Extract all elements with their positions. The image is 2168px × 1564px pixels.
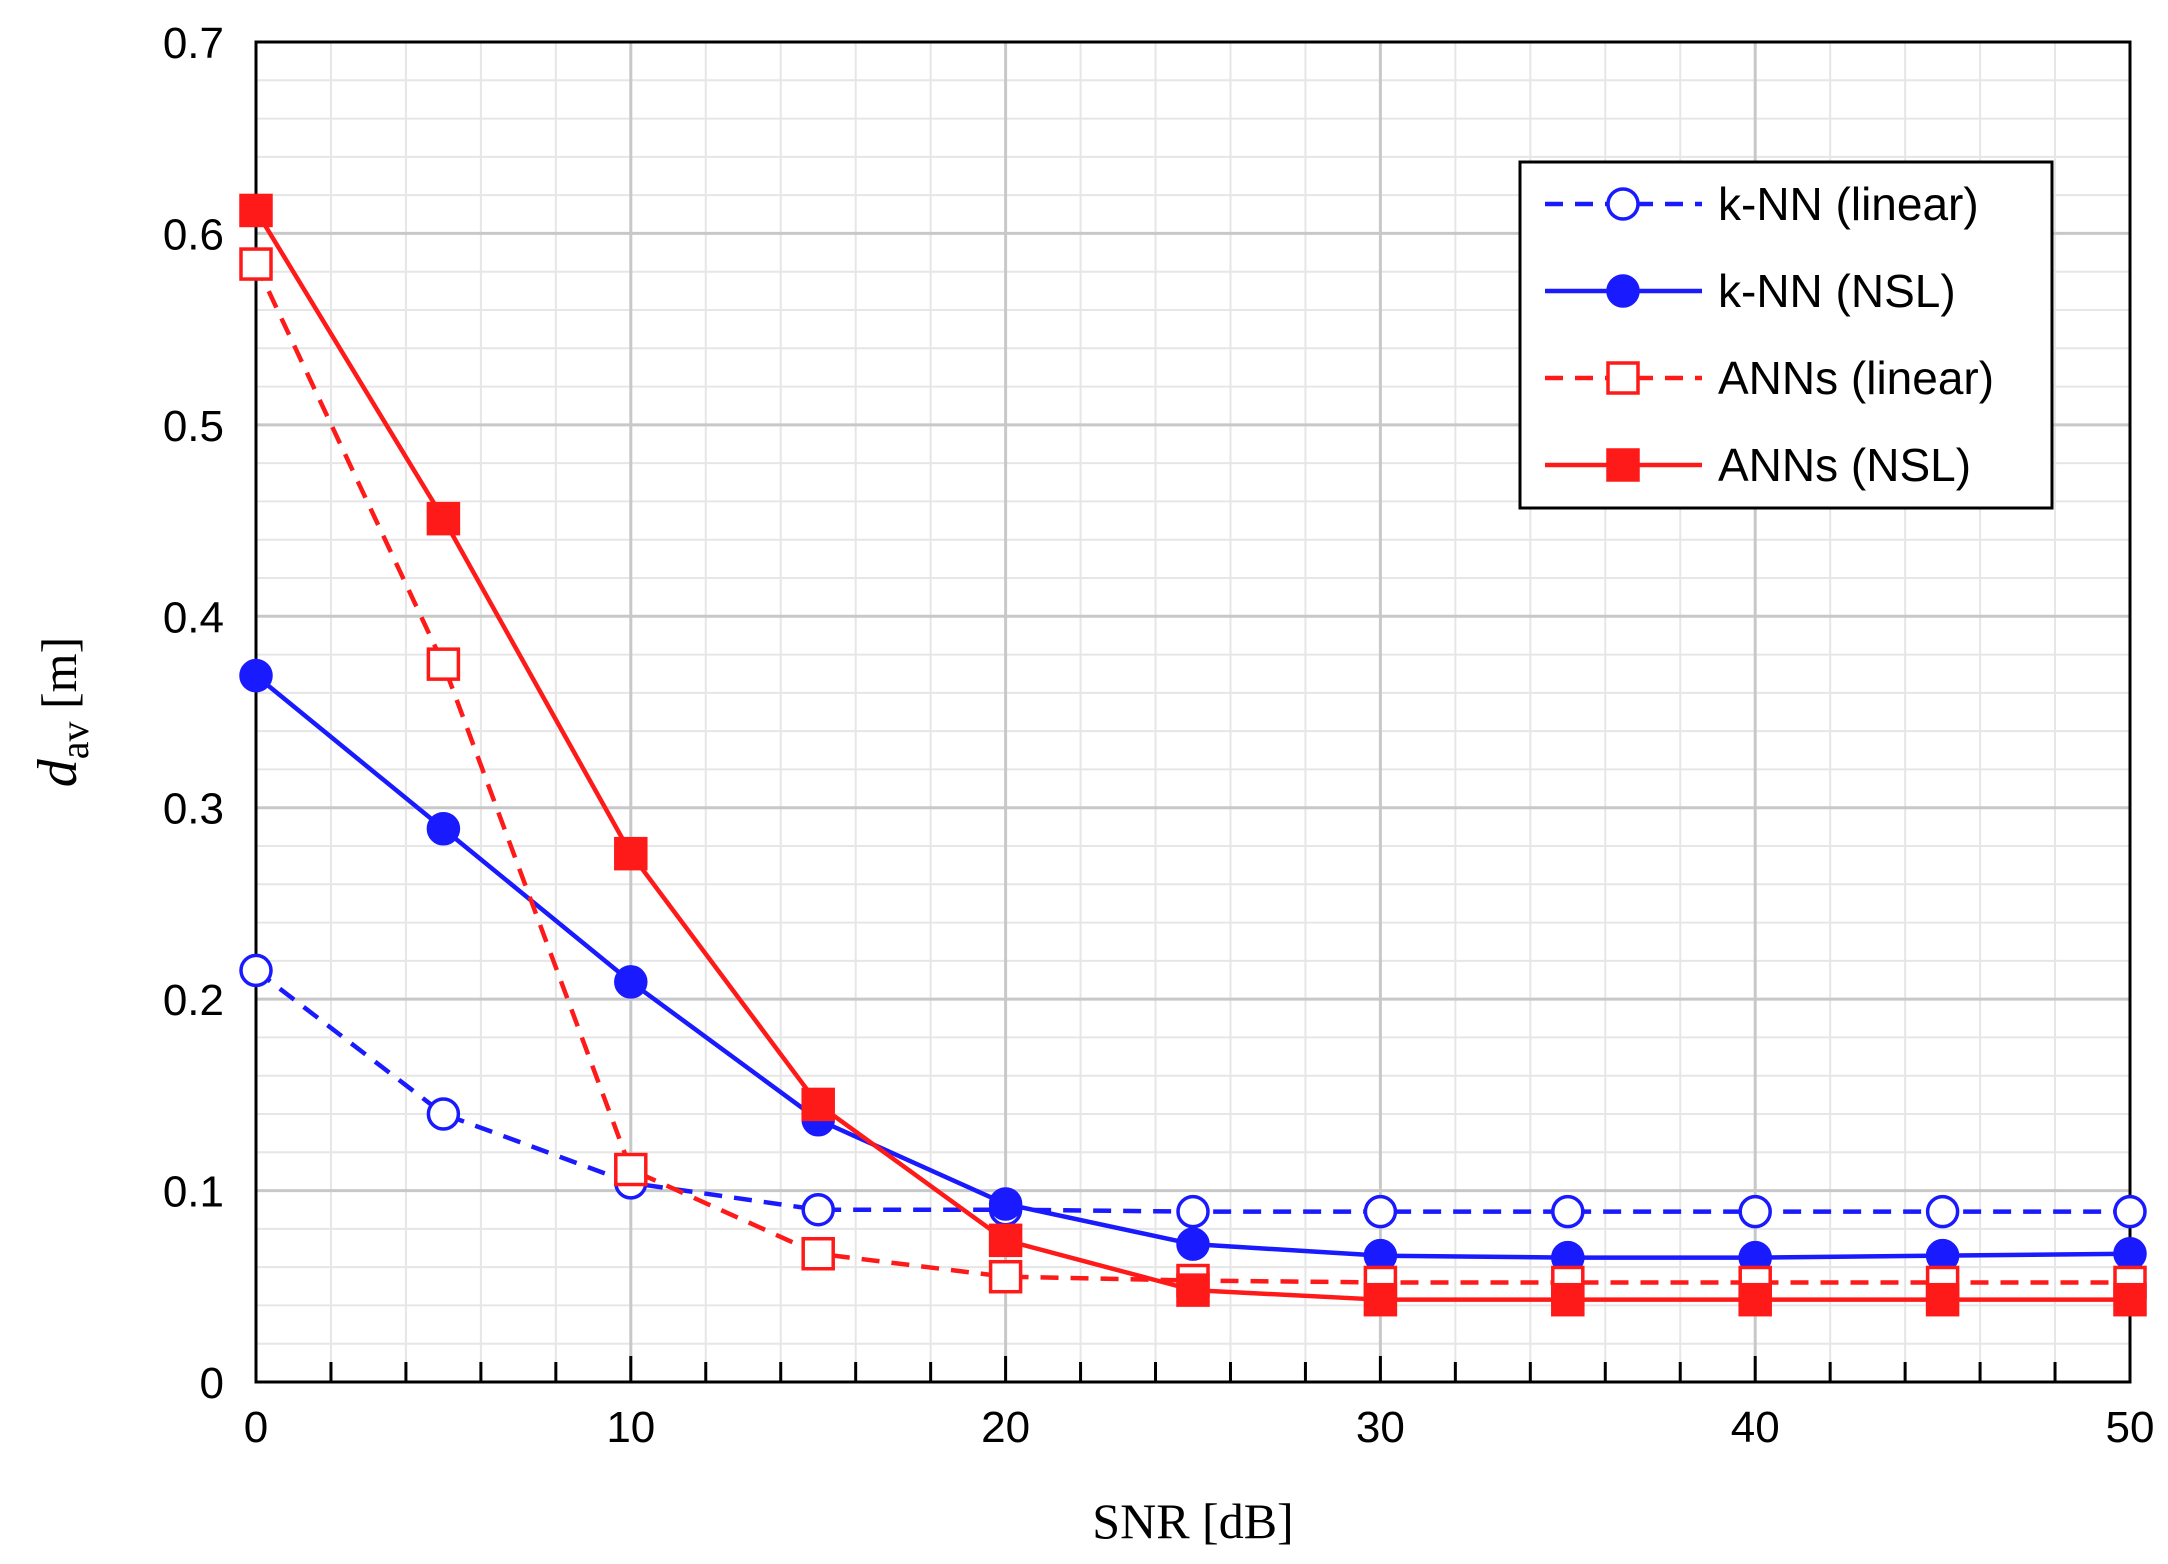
data-point bbox=[988, 1259, 1023, 1294]
y-axis-tick-label: 0 bbox=[200, 1359, 224, 1408]
data-point bbox=[239, 247, 273, 281]
legend-item: ANNs (NSL) bbox=[1545, 439, 1971, 491]
data-point bbox=[1738, 1194, 1772, 1229]
data-point bbox=[1551, 1282, 1585, 1317]
data-point bbox=[801, 1236, 835, 1271]
data-point bbox=[1738, 1282, 1772, 1317]
data-point bbox=[988, 1187, 1023, 1221]
x-axis-tick-label: 10 bbox=[606, 1403, 655, 1452]
series-k-nn-nsl bbox=[239, 658, 2147, 1275]
y-axis-tick-label: 0.7 bbox=[163, 19, 224, 68]
y-axis-tick-label: 0.4 bbox=[163, 593, 224, 642]
y-axis-tick-label: 0.5 bbox=[163, 402, 224, 451]
data-point bbox=[988, 1223, 1023, 1258]
data-point bbox=[426, 501, 461, 536]
data-point bbox=[1925, 1282, 1960, 1317]
plot-frame bbox=[254, 40, 2132, 1384]
legend-item: ANNs (linear) bbox=[1545, 352, 1994, 404]
data-point bbox=[614, 1152, 648, 1187]
y-axis-tick-label: 0.3 bbox=[163, 785, 224, 834]
x-axis-tick-label: 20 bbox=[981, 1403, 1030, 1452]
series-layer bbox=[239, 193, 2147, 1317]
data-point bbox=[1551, 1194, 1585, 1229]
y-axis-tick-label: 0.1 bbox=[163, 1168, 224, 1217]
y-axis-title-unit: [m] bbox=[31, 637, 87, 722]
legend-label: ANNs (linear) bbox=[1718, 352, 1994, 404]
legend-swatch-marker bbox=[1606, 361, 1640, 395]
y-axis-title: dav [m] bbox=[27, 637, 97, 787]
data-point bbox=[426, 812, 461, 846]
data-point bbox=[801, 1192, 835, 1227]
data-point bbox=[1363, 1194, 1398, 1229]
data-point bbox=[1363, 1282, 1398, 1317]
x-axis-tick-label: 30 bbox=[1356, 1403, 1405, 1452]
y-axis-tick-labels: 0 0.1 0.2 0.3 0.4 0.5 0.6 0.7 bbox=[163, 19, 224, 1408]
data-point bbox=[614, 836, 648, 871]
legend-label: k-NN (linear) bbox=[1718, 178, 1979, 230]
x-axis-title: SNR [dB] bbox=[1092, 1493, 1293, 1549]
legend-label: ANNs (NSL) bbox=[1718, 439, 1971, 491]
x-axis-tick-label: 40 bbox=[1731, 1403, 1780, 1452]
data-point bbox=[2113, 1282, 2147, 1317]
data-point bbox=[426, 647, 461, 681]
legend-swatch-marker bbox=[1606, 448, 1640, 482]
y-axis-title-main: d bbox=[27, 758, 89, 787]
legend-label: k-NN (NSL) bbox=[1718, 265, 1956, 317]
legend: k-NN (linear) k-NN (NSL) ANNs (linear) ANNs… bbox=[1518, 160, 2054, 510]
x-axis-tick-label: 50 bbox=[2106, 1403, 2155, 1452]
data-point bbox=[239, 658, 273, 693]
data-point bbox=[2113, 1194, 2147, 1229]
legend-item: k-NN (NSL) bbox=[1545, 265, 1956, 317]
x-axis-tick-label: 0 bbox=[244, 1403, 268, 1452]
data-point bbox=[1176, 1194, 1210, 1229]
data-point bbox=[1925, 1194, 1960, 1229]
legend-items: k-NN (linear) k-NN (NSL) ANNs (linear) ANNs… bbox=[1545, 178, 1994, 491]
data-point bbox=[614, 965, 648, 999]
data-point bbox=[239, 953, 273, 988]
series-anns-nsl bbox=[239, 193, 2147, 1317]
data-point bbox=[239, 193, 273, 228]
legend-item: k-NN (linear) bbox=[1545, 178, 1979, 230]
legend-swatch-marker bbox=[1606, 187, 1640, 221]
data-point bbox=[2113, 1236, 2147, 1271]
y-axis-tick-label: 0.2 bbox=[163, 976, 224, 1025]
x-axis-tick-labels: 0 10 20 30 40 50 bbox=[244, 1403, 2155, 1452]
data-point bbox=[426, 1097, 461, 1131]
y-axis-tick-label: 0.6 bbox=[163, 210, 224, 259]
y-axis-title-sub: av bbox=[52, 721, 97, 759]
data-point bbox=[1176, 1227, 1210, 1261]
data-point bbox=[801, 1087, 835, 1122]
data-point bbox=[1176, 1273, 1210, 1307]
legend-swatch-marker bbox=[1606, 274, 1640, 308]
x-axis-ticks bbox=[329, 1356, 2057, 1382]
